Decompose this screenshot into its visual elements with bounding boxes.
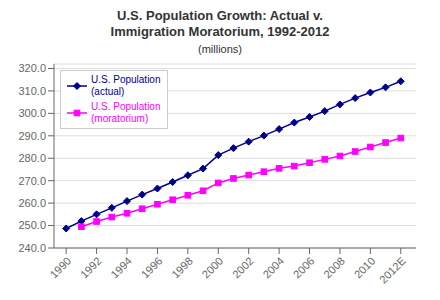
html-text:U.S. Population Growth: Actual: U.S. Population Growth: Actual v. Immigr… (110, 8, 330, 39)
svg-text:2006: 2006 (291, 255, 317, 281)
svg-text:270.0: 270.0 (18, 175, 46, 187)
svg-text:1996: 1996 (139, 255, 165, 281)
svg-text:250.0: 250.0 (18, 219, 46, 231)
svg-text:1990: 1990 (47, 255, 73, 281)
svg-text:2008: 2008 (321, 255, 347, 281)
svg-text:280.0: 280.0 (18, 152, 46, 164)
svg-text:310.0: 310.0 (18, 85, 46, 97)
svg-text:1998: 1998 (169, 255, 195, 281)
svg-text:2002: 2002 (230, 255, 256, 281)
svg-text:290.0: 290.0 (18, 130, 46, 142)
svg-text:320.0: 320.0 (18, 62, 46, 74)
svg-text:2000: 2000 (200, 255, 226, 281)
svg-text:2010: 2010 (352, 255, 378, 281)
svg-text:260.0: 260.0 (18, 197, 46, 209)
svg-text:1994: 1994 (108, 255, 134, 281)
html-text:(millions): (millions) (198, 43, 242, 55)
svg-text:2004: 2004 (260, 255, 286, 281)
svg-text:1992: 1992 (78, 255, 104, 281)
svg-text:300.0: 300.0 (18, 107, 46, 119)
html-text:U.S. Population (moratorium): U.S. Population (moratorium) (91, 101, 161, 124)
html-text:U.S. Population (actual): U.S. Population (actual) (91, 74, 161, 97)
svg-text:2012E: 2012E (377, 255, 408, 286)
svg-text:240.0: 240.0 (18, 242, 46, 254)
